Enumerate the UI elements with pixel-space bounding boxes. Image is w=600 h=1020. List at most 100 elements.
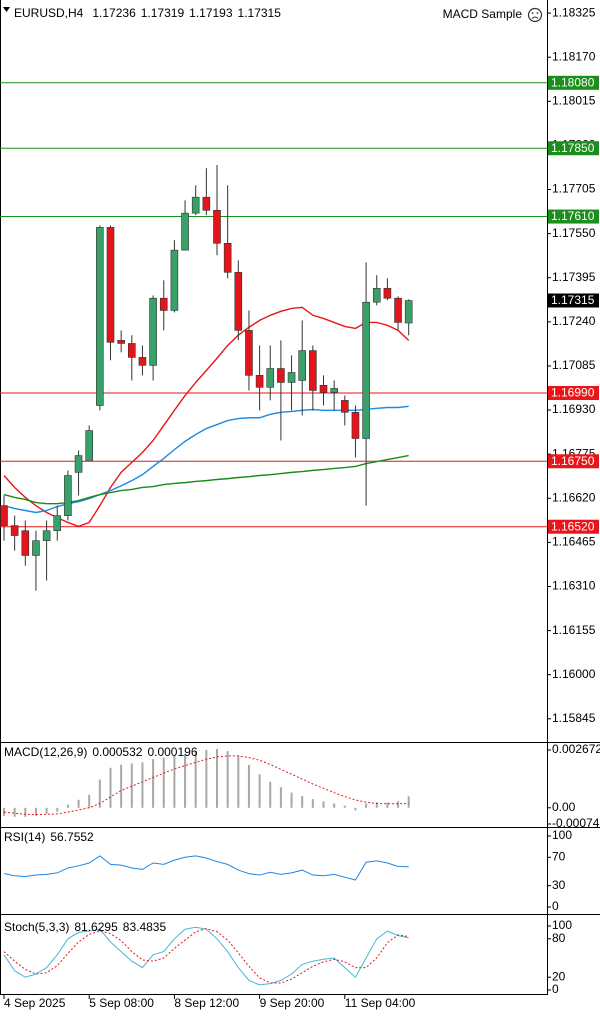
candle-body (170, 249, 179, 311)
candle-body (53, 515, 62, 532)
indicator-header: RSI(14) 56.7552 (4, 830, 94, 844)
candle-body (255, 375, 264, 388)
histogram-bar (301, 795, 304, 808)
indicator-value: 56.7552 (50, 830, 94, 844)
y-tick-label: 1.16000 (552, 667, 596, 681)
histogram-bar (386, 802, 389, 808)
level-box (548, 141, 599, 156)
candle-body (181, 212, 189, 251)
y-tick-label: 20 (552, 969, 566, 983)
histogram-bar (216, 748, 218, 808)
candle-body (21, 530, 30, 556)
histogram-bar (258, 774, 261, 808)
expert-icon (527, 7, 543, 23)
indicator-name: RSI(14) (4, 830, 45, 844)
candle-body (10, 525, 19, 536)
y-tick-label: 80 (552, 931, 566, 945)
histogram-bar (24, 807, 27, 817)
y-tick-label: 1.18325 (552, 5, 596, 19)
level-box (548, 454, 599, 469)
menu-triangle[interactable] (3, 7, 10, 12)
histogram-bar (120, 764, 123, 808)
candle-body (394, 297, 402, 323)
indicator-value: 0.000196 (147, 745, 197, 759)
last-price-box (548, 293, 599, 308)
x-tick-label: 9 Sep 20:00 (260, 996, 325, 1010)
y-tick-label: 1.17085 (552, 358, 596, 372)
histogram-bar (162, 757, 165, 808)
candle-body (138, 357, 147, 366)
histogram-bar (279, 787, 282, 808)
histogram-bar (237, 755, 240, 808)
candle-body (117, 340, 125, 344)
histogram-bar (13, 807, 16, 817)
level-label: 1.16520 (551, 519, 595, 533)
indicator-line (3, 926, 409, 986)
candle-body (404, 300, 413, 324)
y-tick-label: 1.16930 (552, 402, 596, 416)
ohlc-close: 1.17315 (238, 6, 282, 20)
histogram-bar (77, 799, 80, 808)
indicator-header: MACD(12,26,9) 0.000532 0.000196 (4, 745, 198, 759)
candle-body (74, 455, 83, 473)
y-tick-label: 1.18170 (552, 49, 596, 63)
indicator-line (3, 755, 409, 816)
histogram-bar (194, 751, 197, 808)
histogram-bar (375, 802, 378, 808)
level-box (548, 75, 599, 90)
ohlc-low: 1.17193 (189, 6, 233, 20)
candle-body (340, 400, 349, 413)
candle-body (309, 350, 317, 391)
y-tick-label: 1.17395 (552, 270, 596, 284)
y-tick-label: 100 (552, 828, 572, 842)
indicator-name: MACD(12,26,9) (4, 745, 87, 759)
symbol: EURUSD,H4 (14, 6, 84, 20)
y-tick-label: 0.002672 (552, 742, 600, 756)
histogram-bar (3, 807, 5, 816)
histogram-bar (34, 807, 37, 816)
x-tick-label: 11 Sep 04:00 (345, 996, 416, 1010)
y-tick-label: 1.18015 (552, 93, 596, 107)
candle-body (213, 209, 221, 244)
histogram-bar (397, 801, 400, 808)
candle-body (298, 350, 307, 381)
y-tick-label: 1.16310 (552, 579, 596, 593)
candle-body (32, 540, 40, 556)
candle-body (223, 243, 232, 273)
y-tick-label: 1.17240 (552, 314, 596, 328)
histogram-bar (66, 804, 69, 808)
candle-body (372, 287, 381, 303)
histogram-bar (343, 805, 346, 808)
candle-body (159, 297, 168, 311)
histogram-bar (365, 803, 368, 808)
y-tick-label: 1.17705 (552, 182, 596, 196)
histogram-bar (311, 799, 314, 808)
level-box (548, 385, 599, 400)
level-box (548, 209, 599, 224)
y-tick-label: 0 (552, 899, 559, 913)
candle-body (383, 287, 392, 299)
last-price-label: 1.17315 (551, 293, 595, 307)
candle-body (85, 430, 93, 461)
candle-body (128, 343, 136, 358)
candle-body (106, 227, 115, 343)
histogram-bar (184, 753, 187, 808)
candle-body (202, 196, 211, 211)
candle-body (362, 301, 370, 439)
histogram-bar (354, 807, 357, 811)
x-tick-label: 4 Sep 2025 (4, 996, 66, 1010)
histogram-bar (88, 794, 91, 808)
y-tick-label: 1.16465 (552, 535, 596, 549)
y-tick-label: 30 (552, 878, 566, 892)
histogram-bar (290, 792, 293, 808)
histogram-bar (56, 807, 59, 812)
candle-body (266, 368, 275, 388)
moving-average (3, 306, 410, 528)
x-tick-label: 8 Sep 12:00 (174, 996, 239, 1010)
level-label: 1.16750 (551, 454, 595, 468)
histogram-bar (407, 796, 410, 808)
indicator-line (3, 855, 409, 881)
chart-header: EURUSD,H4 1.17236 1.17319 1.17193 1.17315 (14, 6, 281, 20)
level-label: 1.17850 (551, 141, 595, 155)
